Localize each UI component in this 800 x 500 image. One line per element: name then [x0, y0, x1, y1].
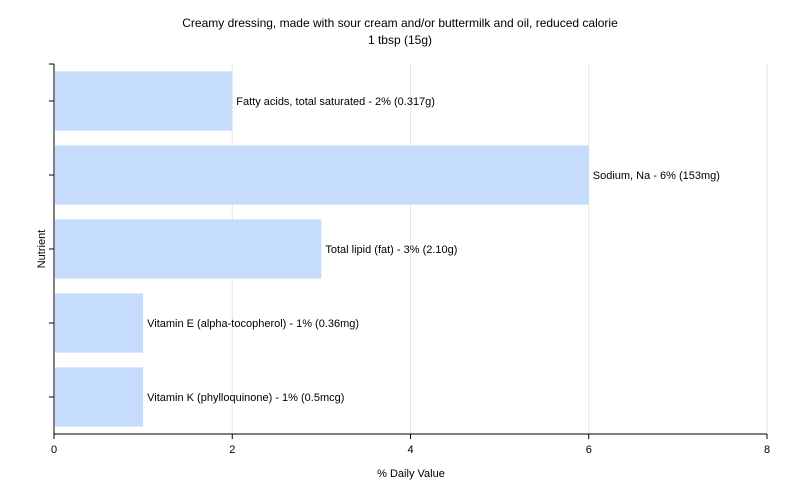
x-tick-label: 4: [407, 444, 413, 456]
bar-data-label: Sodium, Na - 6% (153mg): [593, 170, 720, 182]
bars: [55, 71, 589, 427]
bar-data-label: Vitamin E (alpha-tocopherol) - 1% (0.36m…: [147, 318, 359, 330]
chart-subtitle: 1 tbsp (15g): [367, 33, 433, 47]
x-tick-label: 6: [586, 444, 592, 456]
x-ticks: 0 2 4 6 8: [51, 434, 770, 456]
x-axis-label: % Daily Value: [377, 468, 445, 480]
bar: [55, 293, 144, 353]
bar-data-label: Fatty acids, total saturated - 2% (0.317…: [236, 96, 435, 108]
y-axis-label: Nutrient: [36, 230, 48, 269]
y-ticks: [49, 63, 54, 398]
bar: [55, 367, 144, 427]
x-tick-label: 2: [229, 444, 235, 456]
bar: [55, 145, 589, 205]
chart-title: Creamy dressing, made with sour cream an…: [182, 16, 618, 30]
data-labels: Fatty acids, total saturated - 2% (0.317…: [147, 96, 720, 404]
x-tick-label: 0: [51, 444, 57, 456]
bar: [55, 219, 322, 279]
bar-data-label: Total lipid (fat) - 3% (2.10g): [325, 244, 457, 256]
bar: [55, 71, 233, 131]
bar-data-label: Vitamin K (phylloquinone) - 1% (0.5mcg): [147, 392, 344, 404]
x-tick-label: 8: [764, 444, 770, 456]
